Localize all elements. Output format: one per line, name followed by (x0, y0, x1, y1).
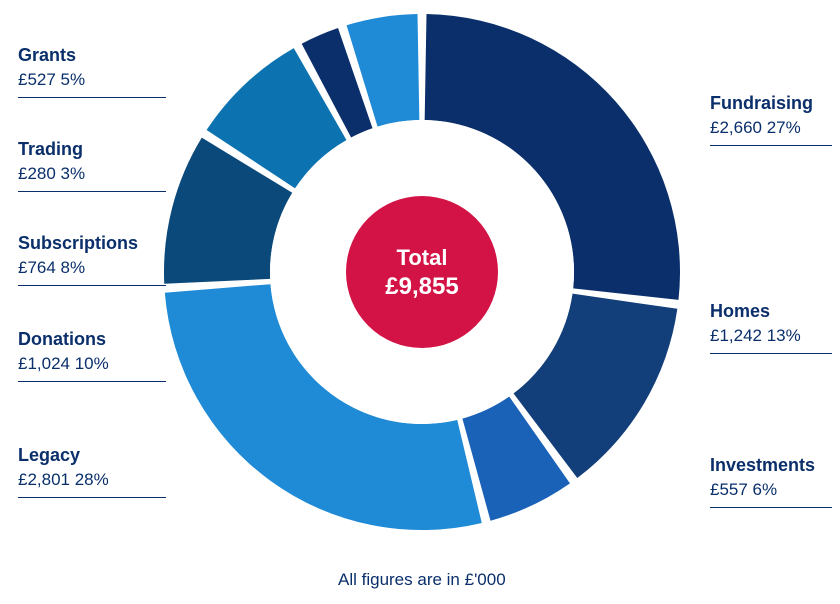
label-investments: Investments£557 6% (710, 454, 832, 508)
label-underline (18, 97, 166, 98)
label-name: Trading (18, 138, 166, 161)
label-name: Investments (710, 454, 832, 477)
label-value: £557 6% (710, 479, 832, 501)
label-value: £527 5% (18, 69, 166, 91)
footer-note: All figures are in £'000 (338, 570, 506, 590)
label-donations: Donations£1,024 10% (18, 328, 166, 382)
label-value: £280 3% (18, 163, 166, 185)
label-value: £1,242 13% (710, 325, 832, 347)
label-value: £2,660 27% (710, 117, 832, 139)
label-underline (710, 353, 832, 354)
label-name: Homes (710, 300, 832, 323)
label-underline (18, 191, 166, 192)
label-underline (18, 285, 166, 286)
label-name: Subscriptions (18, 232, 166, 255)
label-underline (710, 145, 832, 146)
label-grants: Grants£527 5% (18, 44, 166, 98)
label-name: Legacy (18, 444, 166, 467)
label-underline (18, 381, 166, 382)
label-homes: Homes£1,242 13% (710, 300, 832, 354)
center-total: Total £9,855 (372, 244, 472, 302)
label-value: £1,024 10% (18, 353, 166, 375)
label-name: Grants (18, 44, 166, 67)
label-name: Donations (18, 328, 166, 351)
total-label: Total (372, 244, 472, 272)
total-amount: £9,855 (372, 272, 472, 302)
label-underline (710, 507, 832, 508)
label-underline (18, 497, 166, 498)
label-subscriptions: Subscriptions£764 8% (18, 232, 166, 286)
label-value: £764 8% (18, 257, 166, 279)
label-legacy: Legacy£2,801 28% (18, 444, 166, 498)
label-fundraising: Fundraising£2,660 27% (710, 92, 832, 146)
label-value: £2,801 28% (18, 469, 166, 491)
label-trading: Trading£280 3% (18, 138, 166, 192)
label-name: Fundraising (710, 92, 832, 115)
